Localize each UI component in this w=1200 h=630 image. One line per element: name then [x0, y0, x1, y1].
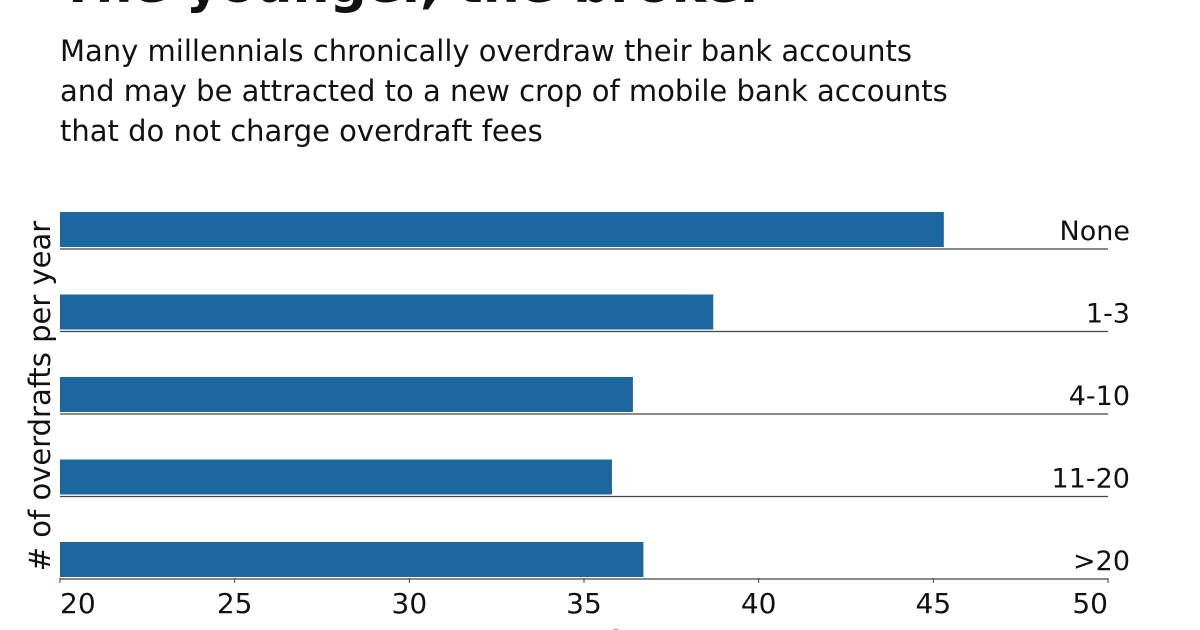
category-label: None [1060, 216, 1130, 247]
x-tick-label: 35 [566, 587, 602, 620]
chart-title: The younger, the broker [60, 0, 766, 15]
category-label: 1-3 [1086, 299, 1130, 330]
bar [60, 459, 612, 495]
category-label: >20 [1073, 546, 1130, 577]
x-tick-label: 50 [1072, 587, 1108, 620]
y-axis-label: # of overdrafts per year [23, 221, 57, 572]
x-tick-label: 30 [392, 587, 428, 620]
x-tick-label: 40 [741, 587, 777, 620]
x-tick-label: 25 [217, 587, 253, 620]
bar [60, 294, 714, 330]
subtitle: Many millennials chronically overdraw th… [60, 34, 912, 68]
x-tick-label: 20 [60, 587, 96, 620]
x-tick-label: 45 [916, 587, 952, 620]
category-label: 4-10 [1069, 381, 1130, 412]
x-axis-label: Average age of consumer [398, 625, 770, 630]
subtitle: that do not charge overdraft fees [60, 114, 543, 148]
bar [60, 542, 644, 577]
category-label: 11-20 [1052, 464, 1130, 495]
bar [60, 212, 944, 247]
subtitle: and may be attracted to a new crop of mo… [60, 74, 948, 108]
bar [60, 377, 633, 412]
